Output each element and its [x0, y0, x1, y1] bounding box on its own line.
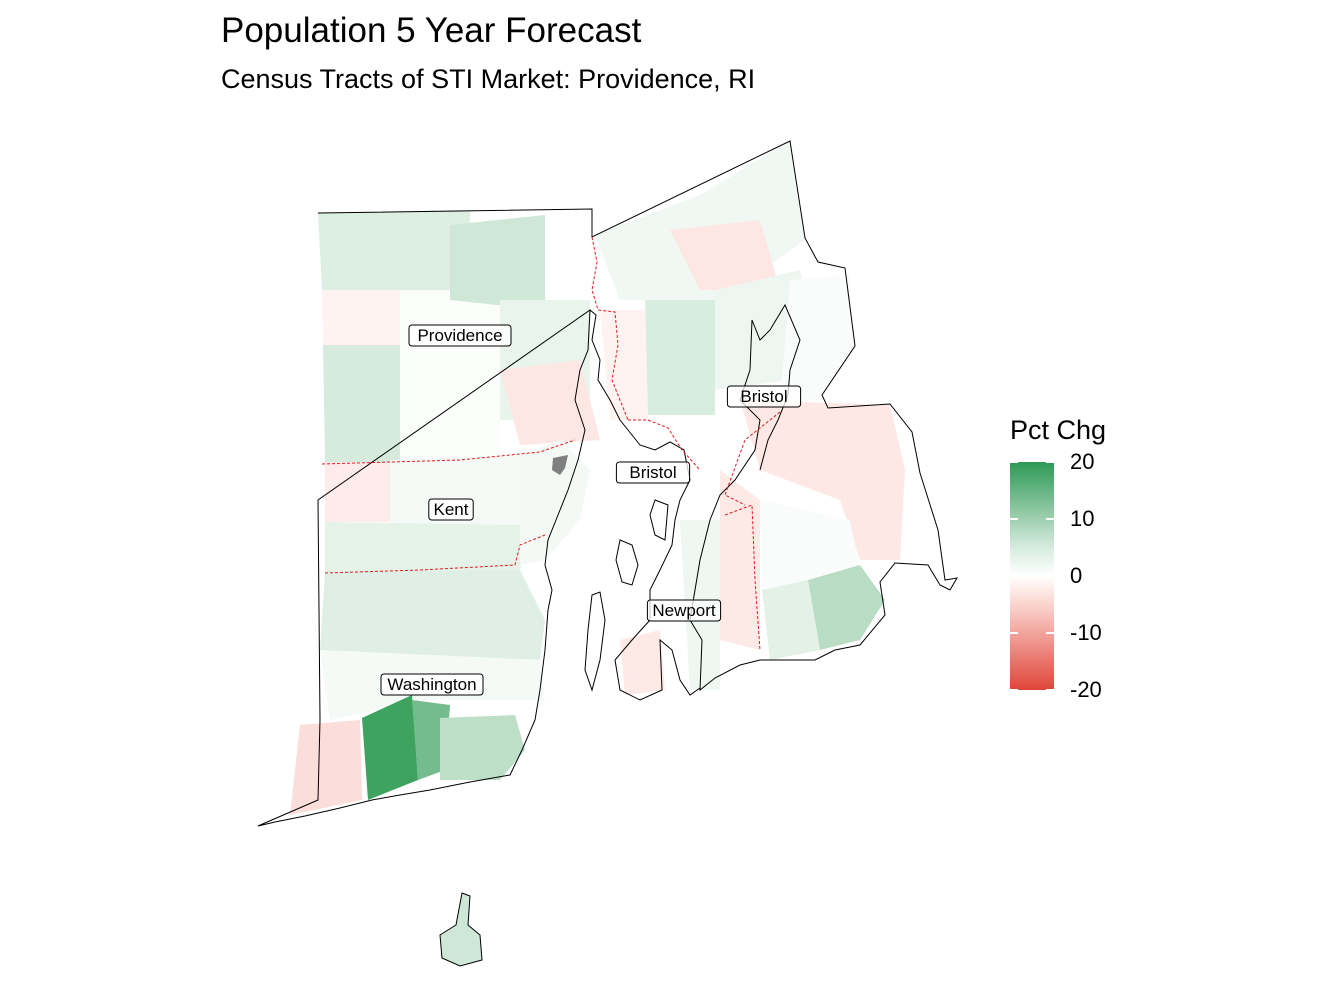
legend-label: -20: [1070, 677, 1102, 702]
county-label-text: Kent: [434, 500, 469, 519]
map-subtitle: Census Tracts of STI Market: Providence,…: [221, 64, 756, 94]
county-label-washington: Washington: [380, 673, 484, 696]
county-label-text: Providence: [417, 326, 502, 345]
tract-area: [322, 290, 400, 345]
county-border: [321, 439, 576, 465]
legend-tick: [1046, 518, 1054, 520]
block-island-outline: [439, 892, 483, 967]
tract-area: [808, 565, 885, 650]
county-border: [591, 236, 629, 421]
legend-tick: [1046, 632, 1054, 634]
county-labels: Providence Kent Bristol Bristol Newport Washi…: [380, 324, 802, 696]
tract-area: [323, 345, 400, 462]
county-label-text: Washington: [387, 675, 476, 694]
legend-tick: [1046, 461, 1054, 463]
tract-area: [318, 210, 470, 290]
tract-area: [400, 290, 500, 460]
tract-area: [362, 695, 418, 800]
na-tract: [552, 455, 568, 475]
legend-tick: [1046, 689, 1054, 691]
county-label-box: [646, 599, 722, 622]
county-borders: [321, 236, 781, 651]
legend-label: 20: [1070, 449, 1095, 474]
tract-area: [600, 310, 648, 420]
tract-area: [500, 360, 600, 445]
legend-tick: [1010, 632, 1018, 634]
county-label-text: Bristol: [740, 387, 787, 406]
legend-label: 0: [1070, 563, 1083, 588]
tract-area: [645, 300, 715, 415]
county-label-text: Newport: [652, 601, 716, 620]
tract-area: [390, 455, 530, 525]
legend-label: -10: [1070, 620, 1102, 645]
county-label-box: [615, 461, 691, 484]
county-label-bristol: Bristol: [726, 385, 802, 408]
county-label-box: [726, 385, 802, 408]
map-title: Population 5 Year Forecast: [221, 11, 642, 50]
tract-area: [325, 462, 390, 522]
legend-tick: [1010, 461, 1018, 463]
county-label-box: [380, 673, 484, 696]
tract-area: [780, 275, 855, 400]
tract-area: [440, 715, 525, 780]
tract-area: [520, 440, 590, 565]
county-label-kent: Kent: [428, 498, 474, 521]
legend-tick: [1010, 689, 1018, 691]
county-label-box: [408, 324, 512, 347]
tract-area: [325, 522, 530, 572]
county-border: [628, 419, 701, 471]
tract-fills: [290, 140, 905, 966]
state-outline: [257, 140, 958, 827]
legend-title: Pct Chg: [1010, 415, 1107, 445]
county-label-box: [428, 498, 474, 521]
tract-area: [670, 220, 780, 290]
tract-area: [620, 630, 665, 695]
conanicut-island: [584, 591, 606, 692]
county-label-providence: Providence: [408, 324, 512, 347]
tract-area: [762, 580, 820, 660]
tract-area: [740, 400, 905, 560]
county-label-newport: Newport: [646, 599, 722, 622]
tract-area: [450, 215, 545, 310]
tract-area: [290, 720, 362, 815]
aquidneck-island: [615, 539, 639, 586]
prudence-island: [649, 499, 669, 541]
tract-area: [760, 500, 860, 590]
legend-tick: [1046, 575, 1054, 577]
tract-area: [720, 470, 760, 650]
county-label-bristol: Bristol: [615, 461, 691, 484]
county-label-text: Bristol: [629, 463, 676, 482]
legend-tick: [1010, 518, 1018, 520]
county-border: [724, 504, 761, 651]
county-border: [324, 534, 546, 574]
legend-label: 10: [1070, 506, 1095, 531]
tract-area: [320, 570, 545, 660]
legend-tick: [1010, 575, 1018, 577]
county-border: [724, 411, 781, 506]
tract-area: [440, 893, 482, 966]
